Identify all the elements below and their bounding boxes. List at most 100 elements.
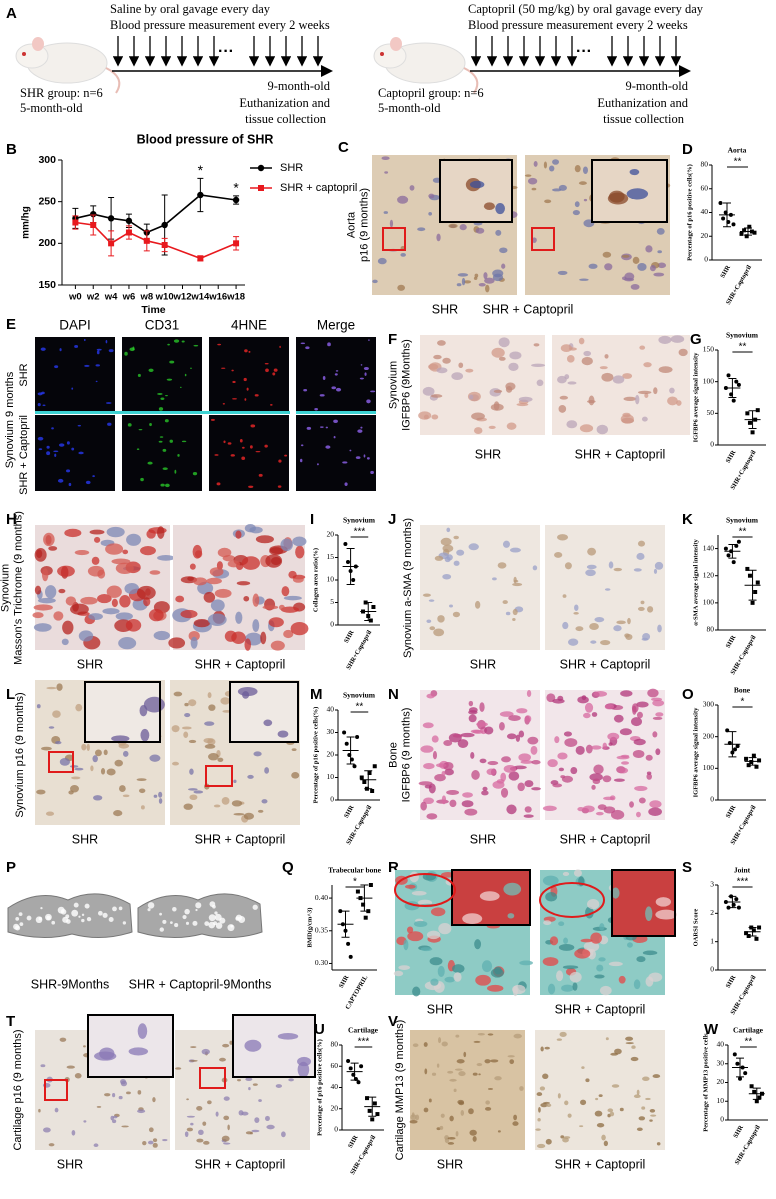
micrograph-texture <box>124 583 140 595</box>
micrograph-texture <box>404 884 416 889</box>
micrograph-texture <box>658 335 672 344</box>
micrograph-texture <box>594 974 605 979</box>
micrograph-texture <box>258 1099 262 1103</box>
data-point <box>754 936 759 941</box>
micrograph-texture <box>572 982 578 991</box>
mouse-eye <box>22 52 26 56</box>
y-axis-label: mm/hg <box>21 206 32 239</box>
side-label: Synovium <box>387 361 399 409</box>
micrograph-texture <box>491 347 505 358</box>
micrograph-texture <box>90 765 94 772</box>
ellipsis: ··· <box>576 43 592 60</box>
micrograph-texture <box>649 800 662 809</box>
micrograph-texture <box>75 703 83 712</box>
micrograph-texture <box>422 593 431 597</box>
micrograph-texture <box>439 1125 444 1130</box>
y-tick-label: 20 <box>327 530 335 539</box>
micrograph-texture <box>503 765 517 773</box>
data-point <box>735 744 740 749</box>
data-point <box>723 546 728 551</box>
micrograph-texture <box>40 347 46 351</box>
micrograph-texture <box>335 370 339 372</box>
micrograph-texture <box>512 582 523 587</box>
micrograph-texture <box>431 414 439 420</box>
micrograph-texture <box>51 427 54 430</box>
micrograph-texture <box>607 1108 614 1113</box>
micrograph-texture <box>637 606 645 612</box>
bone-pore <box>162 919 167 924</box>
micrograph-texture <box>174 469 177 474</box>
data-point <box>352 764 357 769</box>
micrograph-texture <box>96 1105 102 1108</box>
micrograph-texture <box>106 526 125 538</box>
inset-frame <box>611 869 676 937</box>
micrograph-texture <box>192 472 198 476</box>
data-point <box>161 242 168 248</box>
micrograph-texture <box>626 188 649 200</box>
micrograph-texture <box>447 1136 456 1140</box>
micrograph-texture <box>595 1097 599 1101</box>
micrograph-texture <box>166 378 173 381</box>
micrograph-texture <box>456 283 462 287</box>
error-bar <box>728 731 737 758</box>
micrograph-texture <box>334 373 338 376</box>
micrograph-texture <box>443 761 454 771</box>
micrograph-texture <box>248 485 254 488</box>
micrograph-texture <box>180 609 198 619</box>
y-tick-label: 40 <box>717 1040 725 1049</box>
micrograph-texture <box>657 624 662 633</box>
micrograph-texture <box>183 803 193 810</box>
micrograph-texture <box>74 767 84 771</box>
y-tick-label: 60 <box>331 1061 339 1070</box>
panel-letter: F <box>388 331 397 348</box>
data-point <box>726 373 731 378</box>
bone-pore <box>185 921 190 925</box>
micrograph-texture <box>465 368 474 373</box>
scheme-text: Saline by oral gavage every day <box>110 2 271 16</box>
micrograph-texture <box>567 381 577 385</box>
group-text: Captopril group: n=6 <box>378 86 484 100</box>
micrograph-texture <box>202 1121 207 1126</box>
micrograph-texture <box>203 591 216 603</box>
chart-title: Synovium <box>726 331 759 340</box>
bone-pore <box>192 920 198 926</box>
micrograph-texture <box>164 419 169 423</box>
micrograph-texture <box>277 1033 299 1040</box>
micrograph-texture <box>441 1041 448 1047</box>
micrograph-texture <box>656 228 665 235</box>
micrograph-texture <box>58 443 65 447</box>
micrograph-texture <box>580 938 593 943</box>
series-line <box>75 194 237 234</box>
micrograph-texture <box>623 396 637 402</box>
micrograph-texture <box>247 774 254 779</box>
micrograph-texture <box>589 773 603 782</box>
micrograph-texture <box>492 780 505 789</box>
micrograph-texture <box>567 1113 572 1118</box>
micrograph-texture <box>474 939 482 950</box>
micrograph-texture <box>444 976 456 983</box>
micrograph-texture <box>624 277 635 282</box>
micrograph-texture <box>557 695 564 701</box>
micrograph-texture <box>512 984 526 995</box>
micrograph-texture <box>608 961 623 967</box>
micrograph-texture <box>335 387 342 392</box>
micrograph-texture <box>203 737 214 744</box>
y-tick-label: 20 <box>701 231 709 240</box>
micrograph-texture <box>596 964 604 972</box>
y-tick-label: 140 <box>703 543 715 552</box>
micrograph-texture <box>288 570 297 579</box>
micrograph-texture <box>446 527 451 533</box>
micrograph-texture <box>524 715 532 723</box>
micrograph-texture <box>484 1059 491 1064</box>
micrograph-texture <box>359 377 364 380</box>
micrograph-texture <box>630 284 640 290</box>
micrograph-texture <box>164 483 170 488</box>
micrograph-texture <box>642 1076 650 1082</box>
micrograph-texture <box>171 725 180 733</box>
micrograph-texture <box>54 453 57 457</box>
y-tick-label: 0 <box>330 620 334 629</box>
micrograph-texture <box>290 621 309 636</box>
micrograph-texture <box>426 619 432 623</box>
micrograph-texture <box>342 461 348 464</box>
panel-letter: B <box>6 141 17 158</box>
